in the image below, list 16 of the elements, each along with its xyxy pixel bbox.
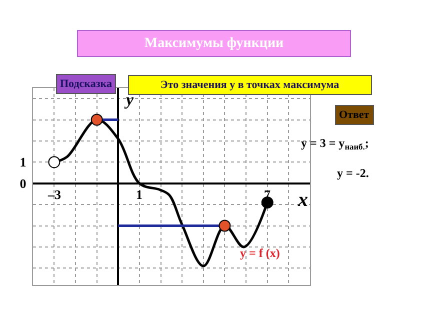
x-tick-label: 1 bbox=[136, 187, 142, 202]
point bbox=[261, 196, 274, 208]
chart-title: Максимумы функции bbox=[144, 36, 284, 51]
y-axis-title: y bbox=[124, 90, 134, 109]
text: Ответ bbox=[339, 109, 370, 121]
annotation: y = 3 = y$_{наиб.}$; bbox=[301, 136, 369, 152]
y-tick-label: 0 bbox=[20, 176, 26, 191]
annotation: Подсказка bbox=[60, 78, 112, 90]
text: y = -2. bbox=[337, 166, 369, 180]
x-axis-title: x bbox=[297, 189, 308, 211]
point bbox=[218, 220, 231, 232]
annotation: Это значения y в точках максимума bbox=[160, 79, 340, 91]
point bbox=[48, 156, 60, 168]
point bbox=[90, 114, 103, 126]
annotation: y = f (x) bbox=[240, 246, 280, 260]
x-tick-label: –3 bbox=[47, 187, 62, 202]
